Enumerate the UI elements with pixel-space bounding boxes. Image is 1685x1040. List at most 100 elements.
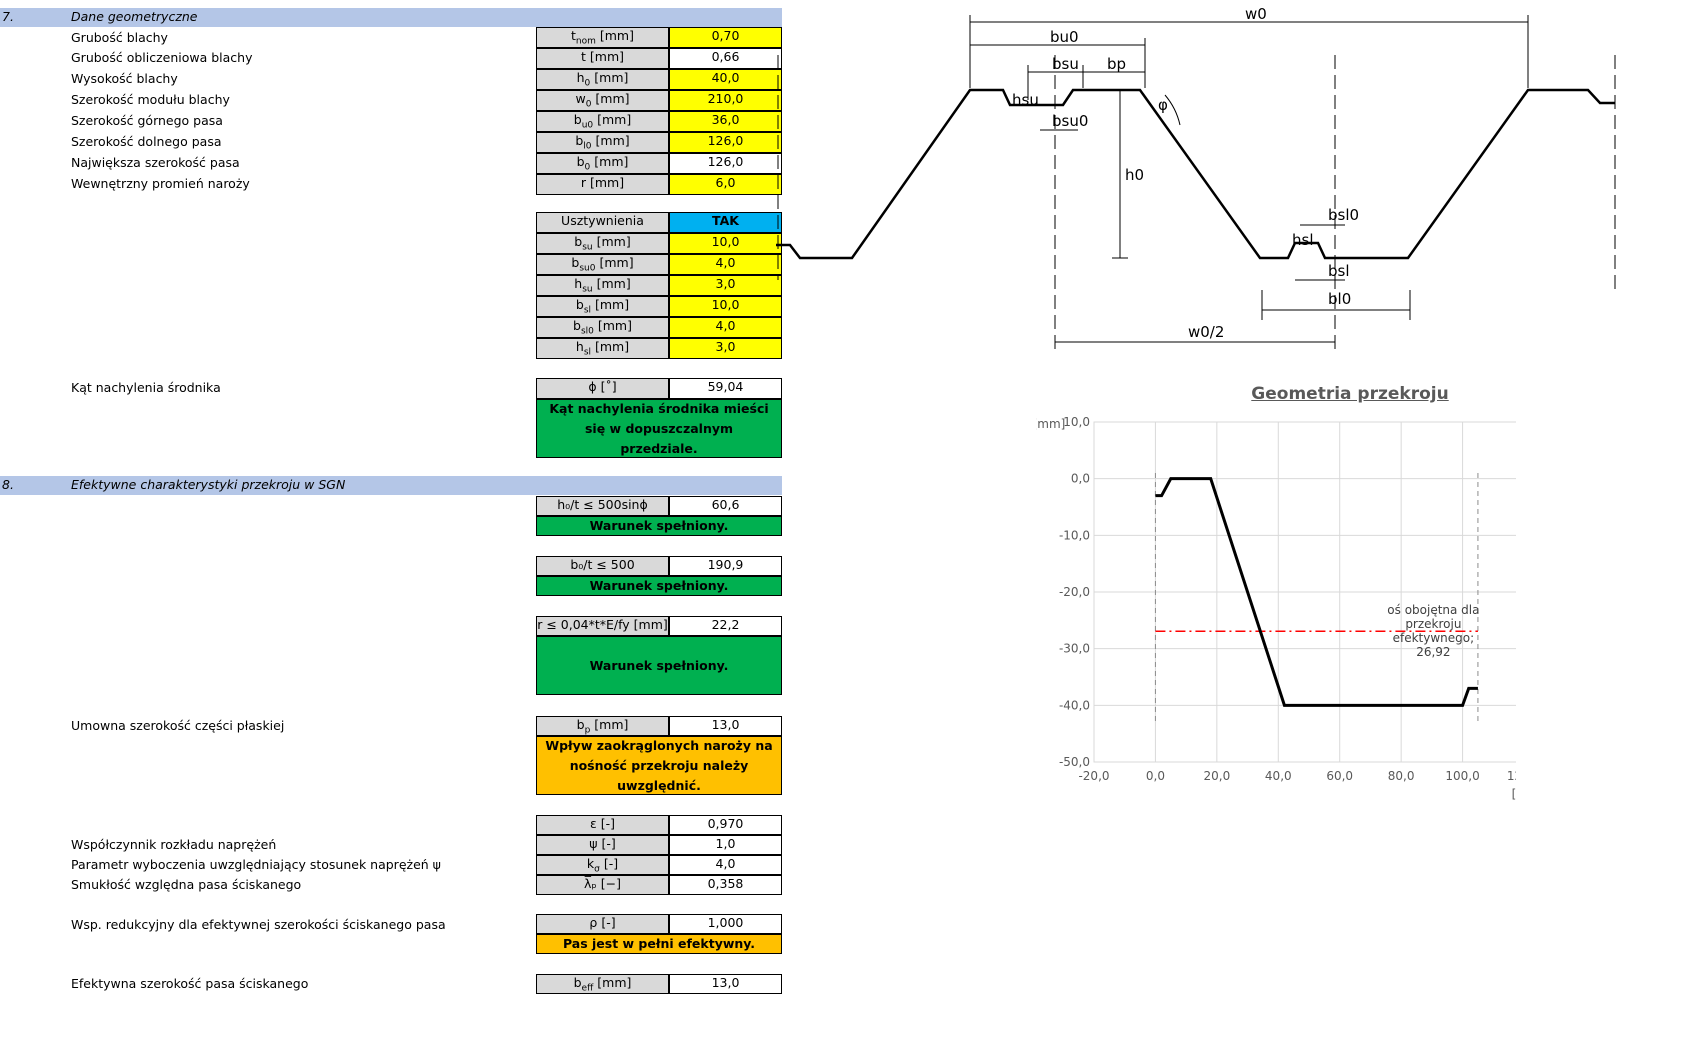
dim-bsu: bsu bbox=[1052, 55, 1079, 73]
label-epsilon: ε [-] bbox=[536, 815, 669, 835]
label-check-b0t: b₀/t ≤ 500 bbox=[536, 556, 669, 576]
value-phi: 59,04 bbox=[669, 378, 782, 399]
profile-diagram: w0 bu0 bsu bp hsu bsu0 φ h0 bsl0 hsl bsl… bbox=[776, 5, 1616, 355]
dim-h0: h0 bbox=[1125, 166, 1144, 184]
dim-bl0: bl0 bbox=[1328, 290, 1351, 308]
label-bu0: bu0 [mm] bbox=[536, 111, 669, 132]
value-bu0[interactable]: 36,0 bbox=[669, 111, 782, 132]
dim-hsl: hsl bbox=[1292, 231, 1314, 249]
value-psi: 1,0 bbox=[669, 835, 782, 855]
status-rho: Pas jest w pełni efektywny. bbox=[536, 934, 782, 954]
value-bsu[interactable]: 10,0 bbox=[669, 233, 782, 254]
label-ksigma: kσ [-] bbox=[536, 855, 669, 875]
y-tick-label: -30,0 bbox=[1059, 642, 1090, 656]
section-7-header: 7. Dane geometryczne bbox=[0, 8, 782, 27]
x-axis-title: [mm] bbox=[1512, 787, 1516, 801]
label-w0: w0 [mm] bbox=[536, 90, 669, 111]
value-t: 0,66 bbox=[669, 48, 782, 69]
profile-line bbox=[776, 88, 1615, 260]
label-b0: b0 [mm] bbox=[536, 153, 669, 174]
status-bp: Wpływ zaokrąglonych naroży na nośność pr… bbox=[536, 736, 782, 795]
dim-bsl0: bsl0 bbox=[1328, 206, 1359, 224]
desc-web-angle: Kąt nachylenia środnika bbox=[71, 380, 221, 395]
dim-bsu0: bsu0 bbox=[1052, 112, 1088, 130]
value-w0[interactable]: 210,0 bbox=[669, 90, 782, 111]
value-check-h0t: 60,6 bbox=[669, 496, 782, 516]
label-stiffeners: Usztywnienia bbox=[536, 212, 669, 233]
x-tick-label: 0,0 bbox=[1146, 769, 1165, 783]
label-check-h0t: h₀/t ≤ 500sinϕ bbox=[536, 496, 669, 516]
value-hsu[interactable]: 3,0 bbox=[669, 275, 782, 296]
value-tnom[interactable]: 0,70 bbox=[669, 27, 782, 48]
angle-status: Kąt nachylenia środnika mieści się w dop… bbox=[536, 399, 782, 458]
value-bsu0[interactable]: 4,0 bbox=[669, 254, 782, 275]
status-check-b0t: Warunek spełniony. bbox=[536, 576, 782, 596]
value-bsl0[interactable]: 4,0 bbox=[669, 317, 782, 338]
value-epsilon: 0,970 bbox=[669, 815, 782, 835]
y-tick-label: 10,0 bbox=[1063, 415, 1090, 429]
section-number: 8. bbox=[2, 477, 14, 492]
label-check-r: r ≤ 0,04*t*E/fy [mm] bbox=[536, 616, 669, 636]
value-bsl[interactable]: 10,0 bbox=[669, 296, 782, 317]
label-rho: ρ [-] bbox=[536, 914, 669, 934]
desc-height: Wysokość blachy bbox=[71, 71, 178, 86]
label-bp: bp [mm] bbox=[536, 716, 669, 736]
value-hsl[interactable]: 3,0 bbox=[669, 338, 782, 359]
x-tick-label: 60,0 bbox=[1326, 769, 1353, 783]
label-beff: beff [mm] bbox=[536, 974, 669, 994]
label-bsl: bsl [mm] bbox=[536, 296, 669, 317]
dim-phi: φ bbox=[1158, 96, 1168, 114]
label-hsl: hsl [mm] bbox=[536, 338, 669, 359]
desc-module-width: Szerokość modułu blachy bbox=[71, 92, 230, 107]
desc-rho: Wsp. redukcyjny dla efektywnej szerokośc… bbox=[71, 917, 446, 932]
x-tick-label: 100,0 bbox=[1445, 769, 1479, 783]
geometry-chart: -20,0 0,0 20,0 40,0 60,0 80,0 100,0 120,0 10,0 0,… bbox=[1036, 415, 1516, 801]
dim-bu0: bu0 bbox=[1050, 28, 1079, 46]
value-b0: 126,0 bbox=[669, 153, 782, 174]
x-tick-label: 20,0 bbox=[1203, 769, 1230, 783]
status-check-h0t: Warunek spełniony. bbox=[536, 516, 782, 536]
dim-bp: bp bbox=[1107, 55, 1126, 73]
value-ksigma: 4,0 bbox=[669, 855, 782, 875]
label-t: t [mm] bbox=[536, 48, 669, 69]
value-beff: 13,0 bbox=[669, 974, 782, 994]
label-r: r [mm] bbox=[536, 174, 669, 195]
y-tick-label: -50,0 bbox=[1059, 755, 1090, 769]
chart-title: Geometria przekroju bbox=[1251, 384, 1449, 404]
value-stiffeners[interactable]: TAK bbox=[669, 212, 782, 233]
desc-beff: Efektywna szerokość pasa ściskanego bbox=[71, 976, 309, 991]
label-phi: ϕ [˚] bbox=[536, 378, 669, 399]
desc-bottom-flange-width: Szerokość dolnego pasa bbox=[71, 134, 222, 149]
label-bsu: bsu [mm] bbox=[536, 233, 669, 254]
neutral-axis-label: 26,92 bbox=[1416, 645, 1450, 659]
x-tick-label: 80,0 bbox=[1388, 769, 1415, 783]
desc-psi: Współczynnik rozkładu naprężeń bbox=[71, 837, 277, 852]
value-check-r: 22,2 bbox=[669, 616, 782, 636]
y-tick-label: -10,0 bbox=[1059, 528, 1090, 542]
label-h0: h0 [mm] bbox=[536, 69, 669, 90]
label-bl0: bl0 [mm] bbox=[536, 132, 669, 153]
dim-hsu: hsu bbox=[1012, 91, 1039, 109]
desc-ksigma: Parametr wyboczenia uwzględniający stosu… bbox=[71, 857, 441, 872]
section-title: Efektywne charakterystyki przekroju w SG… bbox=[71, 477, 346, 492]
value-slenderness: 0,358 bbox=[669, 875, 782, 895]
section-title: Dane geometryczne bbox=[71, 9, 198, 24]
y-tick-label: 0,0 bbox=[1071, 472, 1090, 486]
value-h0[interactable]: 40,0 bbox=[669, 69, 782, 90]
desc-bp: Umowna szerokość części płaskiej bbox=[71, 718, 285, 733]
desc-top-flange-width: Szerokość górnego pasa bbox=[71, 113, 223, 128]
value-bl0[interactable]: 126,0 bbox=[669, 132, 782, 153]
label-tnom: tnom [mm] bbox=[536, 27, 669, 48]
value-r[interactable]: 6,0 bbox=[669, 174, 782, 195]
desc-slenderness: Smukłość względna pasa ściskanego bbox=[71, 877, 302, 892]
desc-design-thickness: Grubość obliczeniowa blachy bbox=[71, 50, 253, 65]
label-psi: ψ [-] bbox=[536, 835, 669, 855]
section-8-header: 8. Efektywne charakterystyki przekroju w… bbox=[0, 476, 782, 495]
neutral-axis-label: efektywnego; bbox=[1393, 631, 1475, 645]
label-hsu: hsu [mm] bbox=[536, 275, 669, 296]
value-check-b0t: 190,9 bbox=[669, 556, 782, 576]
x-tick-label: 40,0 bbox=[1265, 769, 1292, 783]
value-rho: 1,000 bbox=[669, 914, 782, 934]
desc-corner-radius: Wewnętrzny promień naroży bbox=[71, 176, 250, 191]
y-tick-label: -20,0 bbox=[1059, 585, 1090, 599]
